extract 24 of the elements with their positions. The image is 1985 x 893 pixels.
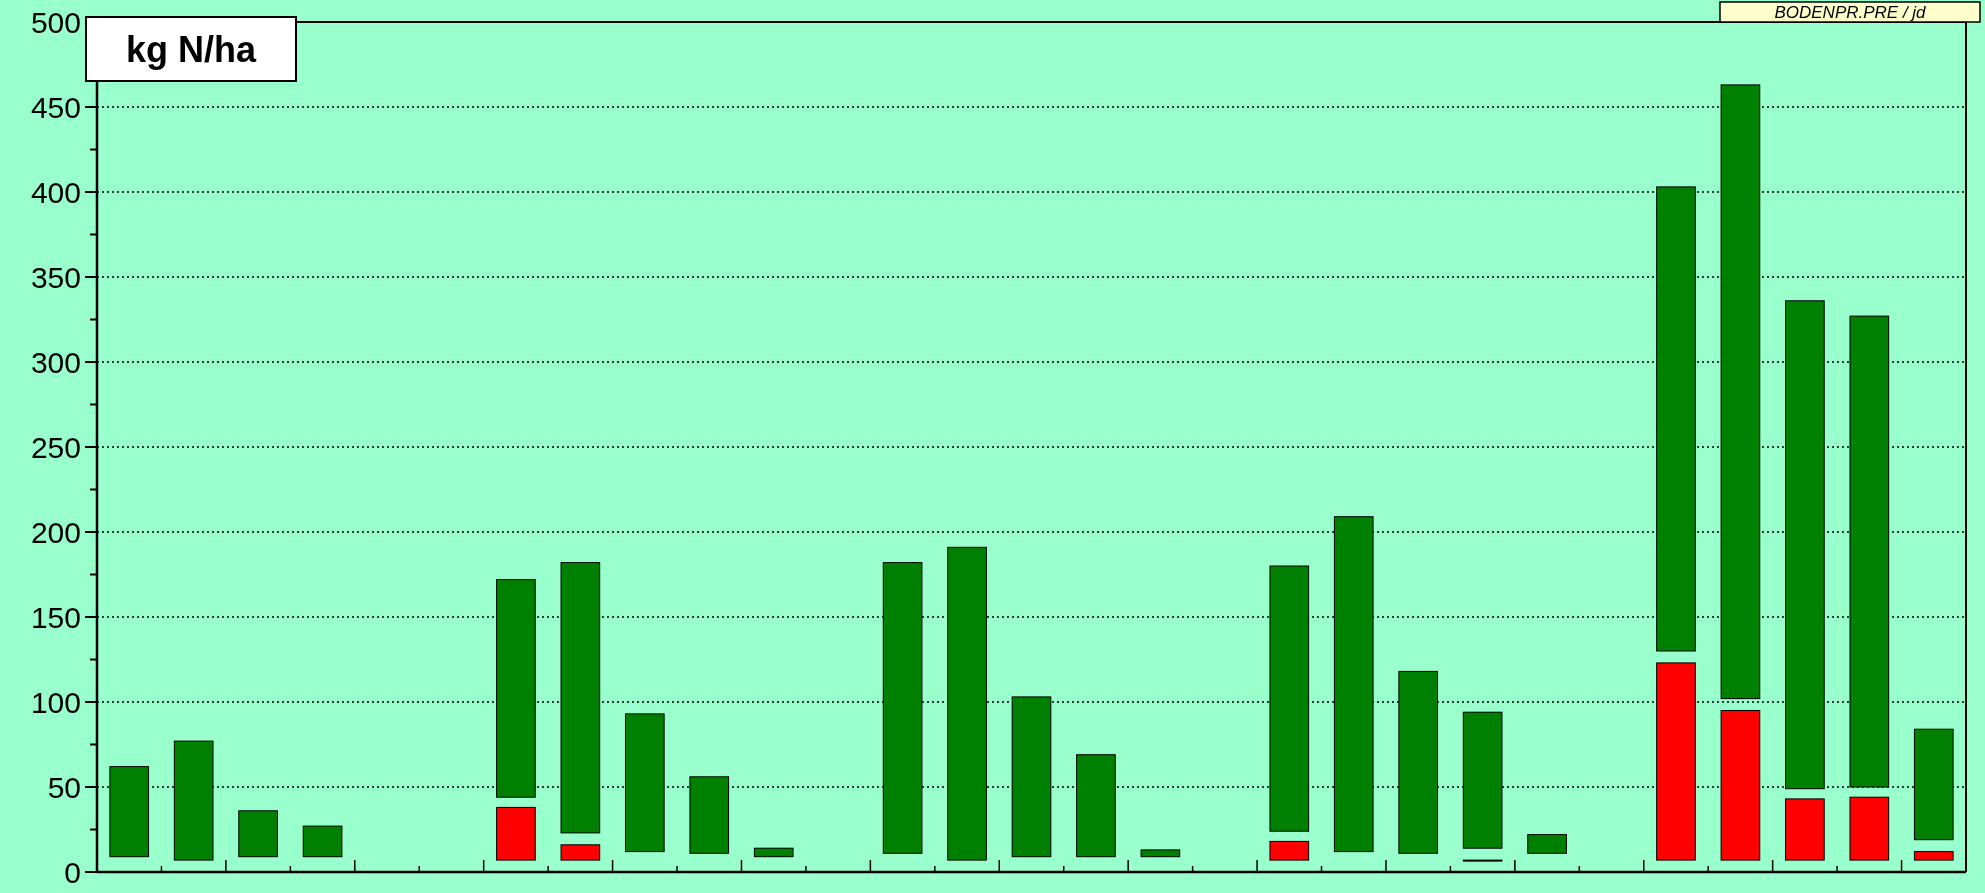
bar [302,825,343,858]
bar [1527,834,1567,854]
bar [1269,840,1310,861]
bar [1849,796,1890,861]
bar [496,806,536,861]
y-tick-label: 150 [30,600,81,634]
bar [238,810,278,858]
y-tick-label: 200 [30,515,81,549]
y-tick-label: 300 [30,345,81,379]
y-tick-label: 250 [30,430,81,464]
bar [1140,849,1181,858]
text: BODENPR.PRE / jd [1774,2,1927,22]
y-tick-label: 450 [30,90,81,124]
y-tick-label: 350 [30,260,81,294]
y-tick-label: 50 [47,770,81,804]
y-tick-label: 100 [30,685,81,719]
bar [1913,851,1954,861]
bar [753,847,794,858]
y-tick-label: 0 [64,855,81,889]
bar [1785,798,1825,861]
y-tick-label: 500 [30,5,81,39]
bar [560,844,601,861]
y-tick-label: 400 [30,175,81,209]
y-axis-title: kg N/ha [125,28,257,70]
